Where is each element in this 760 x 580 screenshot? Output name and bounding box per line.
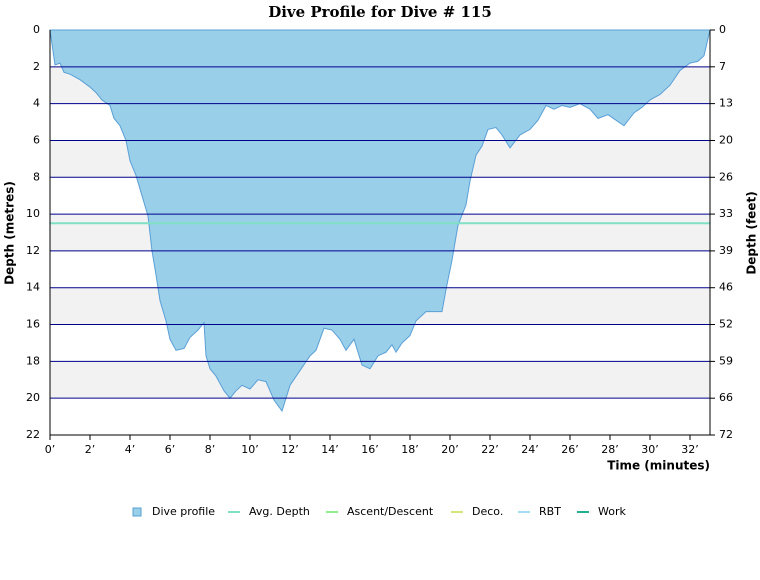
y-tick-label: 22 [26,428,40,441]
x-tick-label: 0’ [45,443,56,456]
x-tick-label: 30’ [641,443,659,456]
x-tick-label: 2’ [85,443,96,456]
y-tick-label: 16 [26,318,40,331]
x-tick-label: 6’ [165,443,176,456]
y2-axis-title: Depth (feet) [745,191,759,274]
y-axis-title: Depth (metres) [3,181,17,285]
y2-tick-label: 59 [719,354,733,367]
legend-label: Work [598,505,626,518]
x-tick-label: 12’ [281,443,299,456]
y-tick-label: 14 [26,281,40,294]
x-tick-label: 22’ [481,443,499,456]
legend-label: Deco. [472,505,503,518]
grid-band [50,361,710,399]
x-tick-label: 4’ [125,443,136,456]
legend-swatch [132,507,142,517]
y-tick-label: 12 [26,244,40,257]
legend-label: RBT [539,505,561,518]
x-tick-label: 18’ [401,443,419,456]
y2-tick-label: 66 [719,391,733,404]
y2-tick-label: 39 [719,244,733,257]
x-tick-label: 32’ [681,443,699,456]
y2-tick-label: 13 [719,97,733,110]
x-tick-label: 8’ [205,443,216,456]
y-tick-label: 4 [33,97,40,110]
y-tick-label: 6 [33,133,40,146]
y-tick-label: 0 [33,23,40,36]
x-tick-label: 28’ [601,443,619,456]
x-tick-label: 24’ [521,443,539,456]
y-tick-label: 10 [26,207,40,220]
y2-tick-label: 7 [719,60,726,73]
y-tick-label: 2 [33,60,40,73]
y-tick-label: 18 [26,354,40,367]
x-tick-label: 10’ [241,443,259,456]
y2-tick-label: 52 [719,318,733,331]
y2-tick-label: 26 [719,170,733,183]
x-tick-label: 26’ [561,443,579,456]
x-axis-title: Time (minutes) [607,459,710,473]
y2-tick-label: 46 [719,281,733,294]
legend-label: Dive profile [152,505,215,518]
dive-profile-area [49,29,711,413]
y-tick-label: 20 [26,391,40,404]
y2-tick-label: 72 [719,428,733,441]
legend-label: Avg. Depth [249,505,310,518]
x-tick-label: 20’ [441,443,459,456]
chart-title: Dive Profile for Dive # 115 [268,3,492,21]
y-tick-label: 8 [33,170,40,183]
x-tick-label: 16’ [361,443,379,456]
y2-tick-label: 33 [719,207,733,220]
x-tick-label: 14’ [321,443,339,456]
y2-tick-label: 0 [719,23,726,36]
y2-tick-label: 20 [719,133,733,146]
legend-label: Ascent/Descent [347,505,434,518]
